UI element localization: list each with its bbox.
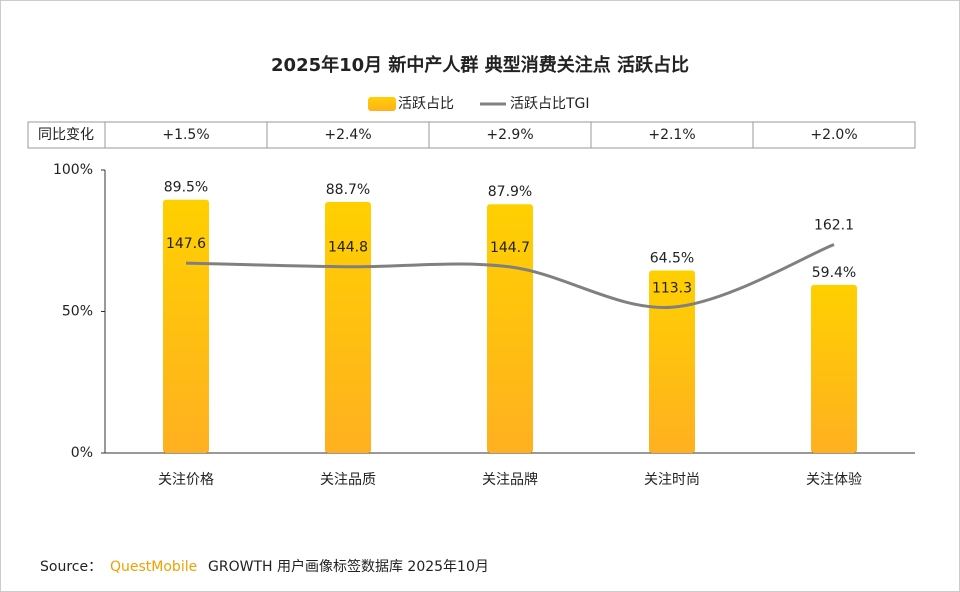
bar-value-label: 89.5% <box>164 180 208 196</box>
x-tick-label: 关注品牌 <box>482 471 538 488</box>
x-tick-label: 关注时尚 <box>644 472 700 488</box>
line <box>185 243 835 309</box>
bar <box>325 201 371 453</box>
table-cell <box>590 121 754 149</box>
legend-label: 活跃占比 <box>398 96 454 112</box>
table-value: +2.1% <box>648 127 695 143</box>
x-tick-label: 关注价格 <box>158 472 214 488</box>
line-value-label: 144.8 <box>328 240 368 256</box>
x-tick-label: 关注体验 <box>806 472 862 488</box>
chart-title: 2025年10月 新中产人群 典型消费关注点 活跃占比 <box>271 54 689 76</box>
bar-value-label: 64.5% <box>650 250 694 266</box>
y-tick-label: 50% <box>62 304 93 320</box>
source-label: Source： <box>40 559 102 575</box>
bar-value-label: 59.4% <box>812 265 856 281</box>
y-tick-label: 0% <box>71 445 93 461</box>
line-value-label: 113.3 <box>652 280 692 296</box>
table-value: +2.0% <box>810 127 857 143</box>
table-cell <box>428 121 592 149</box>
bar <box>811 284 857 453</box>
bar-value-label: 88.7% <box>326 182 370 198</box>
x-tick-label: 关注品质 <box>320 472 376 488</box>
table-value: +1.5% <box>162 127 209 143</box>
line-value-label: 162.1 <box>814 217 854 233</box>
table-value: +2.4% <box>324 127 371 143</box>
y-tick-label: 100% <box>53 162 93 178</box>
legend-swatch <box>368 97 396 111</box>
legend-label: 活跃占比TGI <box>510 96 590 112</box>
bar-value-label: 87.9% <box>488 184 532 200</box>
table-cell <box>752 121 916 149</box>
source-brand: QuestMobile <box>110 559 197 575</box>
bar <box>649 270 695 453</box>
table-cell <box>266 121 430 149</box>
table-header: 同比变化 <box>38 127 94 143</box>
legend: 活跃占比 活跃占比TGI <box>368 96 590 112</box>
source-text: GROWTH 用户画像标签数据库 2025年10月 <box>208 558 489 575</box>
line-value-label: 147.6 <box>166 236 206 252</box>
line-value-label: 144.7 <box>490 240 530 256</box>
table-value: +2.9% <box>486 127 533 143</box>
